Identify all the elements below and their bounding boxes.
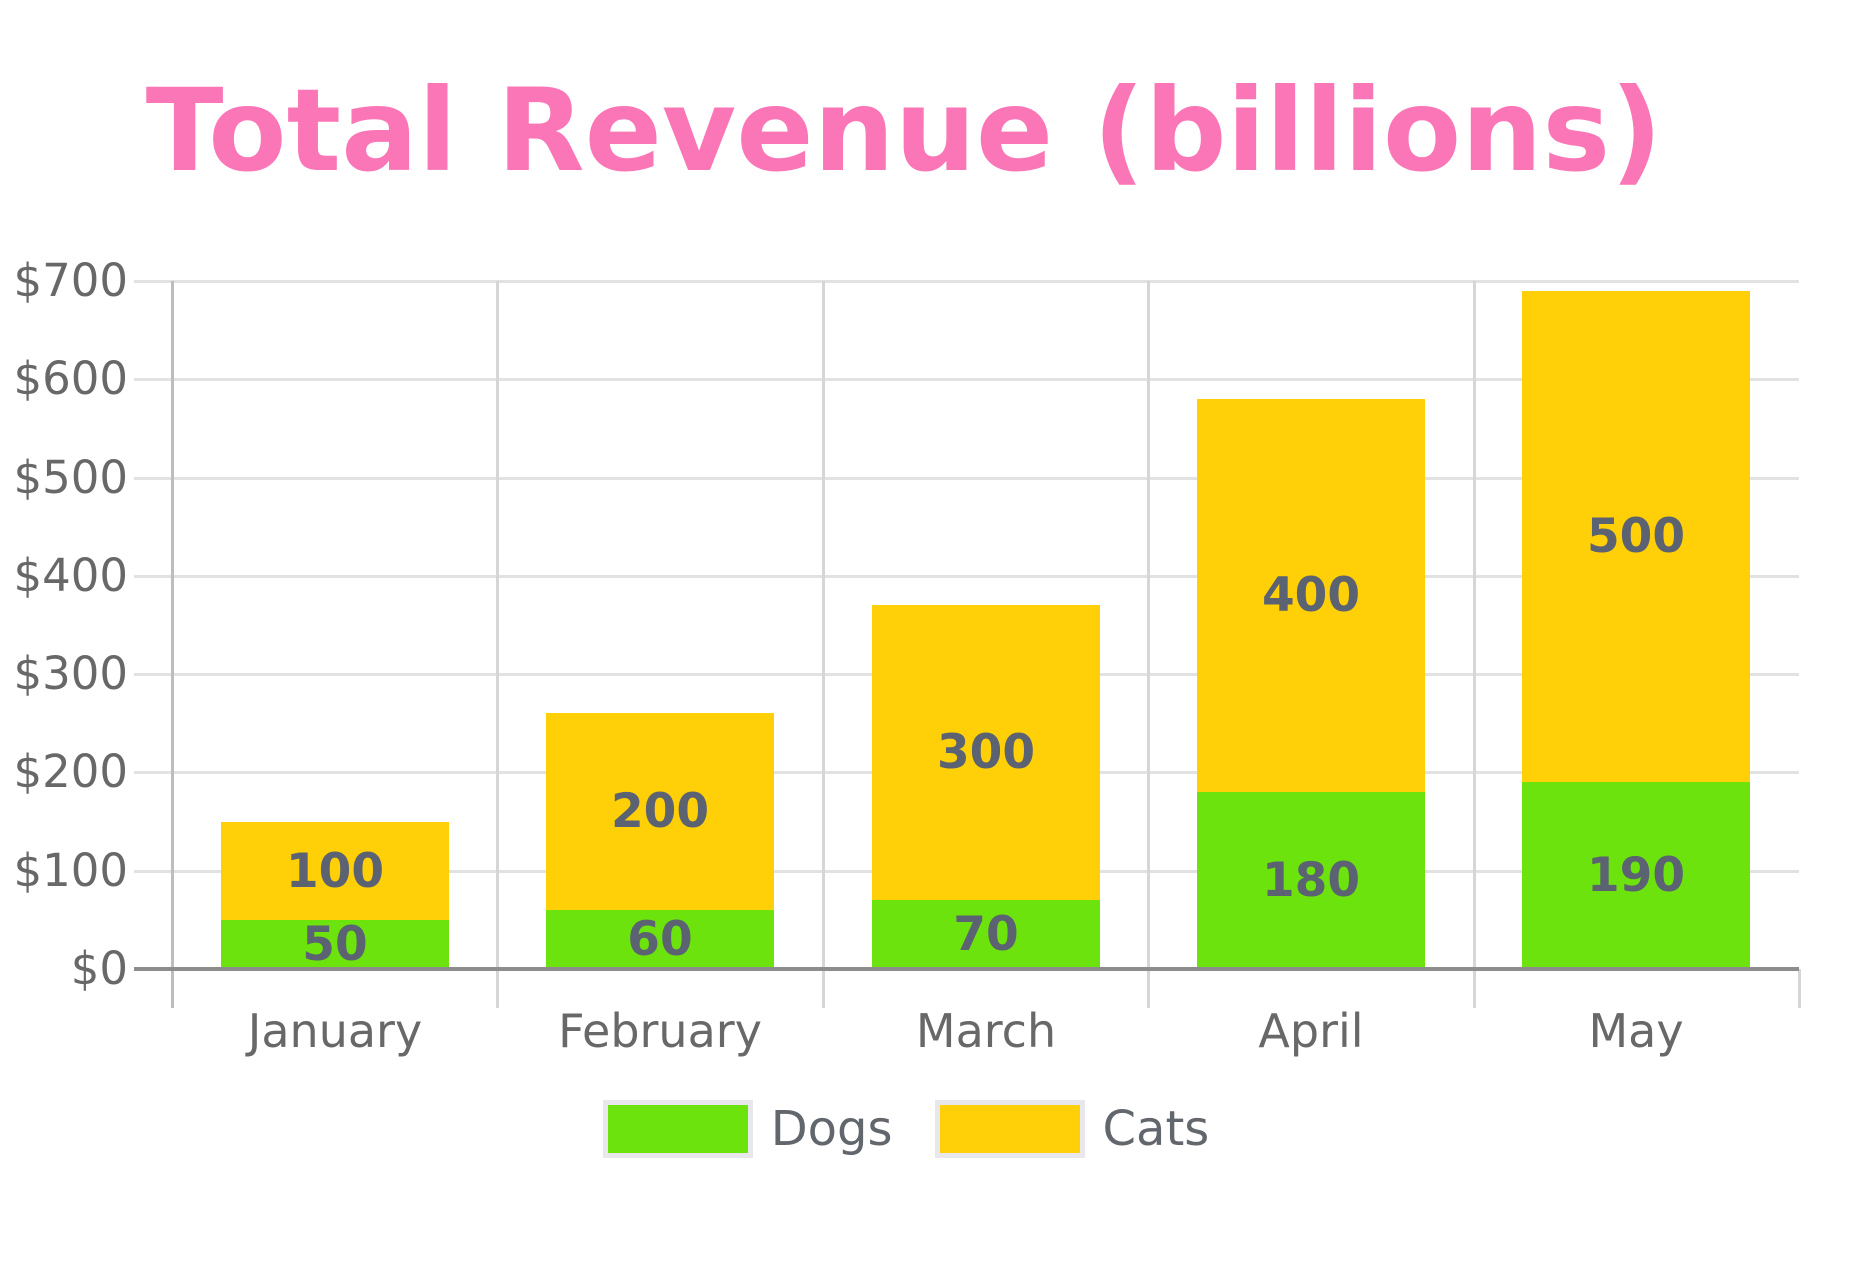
bar-may-dogs[interactable]: 190 bbox=[1522, 782, 1750, 969]
bar-value-label: 70 bbox=[953, 907, 1019, 962]
y-tick-label-2: $200 bbox=[13, 745, 128, 798]
legend-swatch-dogs bbox=[602, 1100, 753, 1158]
y-gridline-700 bbox=[134, 280, 1799, 283]
x-tick-label-february: February bbox=[558, 1004, 762, 1058]
bar-value-label: 50 bbox=[302, 917, 368, 972]
y-gridline-500 bbox=[134, 477, 1799, 480]
y-tick-label-5: $500 bbox=[13, 451, 128, 504]
legend-label-cats: Cats bbox=[1102, 1101, 1210, 1157]
bar-value-label: 180 bbox=[1261, 853, 1361, 908]
legend-label-dogs: Dogs bbox=[770, 1101, 893, 1157]
y-tick-label-6: $600 bbox=[13, 352, 128, 405]
bar-value-label: 200 bbox=[610, 784, 710, 839]
x-tick-label-april: April bbox=[1258, 1004, 1364, 1058]
x-gridline-5 bbox=[1798, 969, 1801, 1008]
bar-value-label: 500 bbox=[1586, 509, 1686, 564]
y-tick-label-7: $700 bbox=[13, 254, 128, 307]
bar-april-cats[interactable]: 400 bbox=[1197, 399, 1425, 792]
y-axis-line bbox=[171, 281, 174, 1008]
x-axis-line bbox=[134, 967, 1799, 971]
bar-march-dogs[interactable]: 70 bbox=[872, 900, 1100, 969]
legend-swatch-cats bbox=[934, 1100, 1085, 1158]
bar-february-cats[interactable]: 200 bbox=[546, 713, 774, 910]
y-tick-label-0: $0 bbox=[70, 942, 128, 995]
legend-item-cats[interactable]: Cats bbox=[934, 1100, 1210, 1158]
bar-february-dogs[interactable]: 60 bbox=[546, 910, 774, 969]
bar-january-cats[interactable]: 100 bbox=[221, 822, 449, 920]
bar-april-dogs[interactable]: 180 bbox=[1197, 792, 1425, 969]
x-tick-label-january: January bbox=[247, 1004, 423, 1058]
bar-value-label: 190 bbox=[1586, 848, 1686, 903]
bar-value-label: 60 bbox=[627, 912, 693, 967]
bar-value-label: 400 bbox=[1261, 568, 1361, 623]
chart-title: Total Revenue (billions) bbox=[145, 64, 1663, 197]
x-tick-label-may: May bbox=[1588, 1004, 1684, 1058]
x-gridline-2 bbox=[822, 281, 825, 1008]
x-gridline-4 bbox=[1473, 281, 1476, 1008]
legend-item-dogs[interactable]: Dogs bbox=[602, 1100, 893, 1158]
x-gridline-1 bbox=[496, 281, 499, 1008]
bar-value-label: 300 bbox=[936, 725, 1036, 780]
bar-march-cats[interactable]: 300 bbox=[872, 605, 1100, 900]
y-gridline-600 bbox=[134, 378, 1799, 381]
bar-value-label: 100 bbox=[285, 843, 385, 899]
y-tick-label-3: $300 bbox=[13, 647, 128, 700]
x-gridline-3 bbox=[1147, 281, 1150, 1008]
legend: Dogs Cats bbox=[0, 1100, 1834, 1158]
bar-january-dogs[interactable]: 50 bbox=[221, 920, 449, 969]
y-tick-label-1: $100 bbox=[13, 844, 128, 897]
x-tick-label-march: March bbox=[915, 1004, 1057, 1058]
y-tick-label-4: $400 bbox=[13, 549, 128, 602]
y-gridline-400 bbox=[134, 575, 1799, 578]
bar-may-cats[interactable]: 500 bbox=[1522, 291, 1750, 782]
